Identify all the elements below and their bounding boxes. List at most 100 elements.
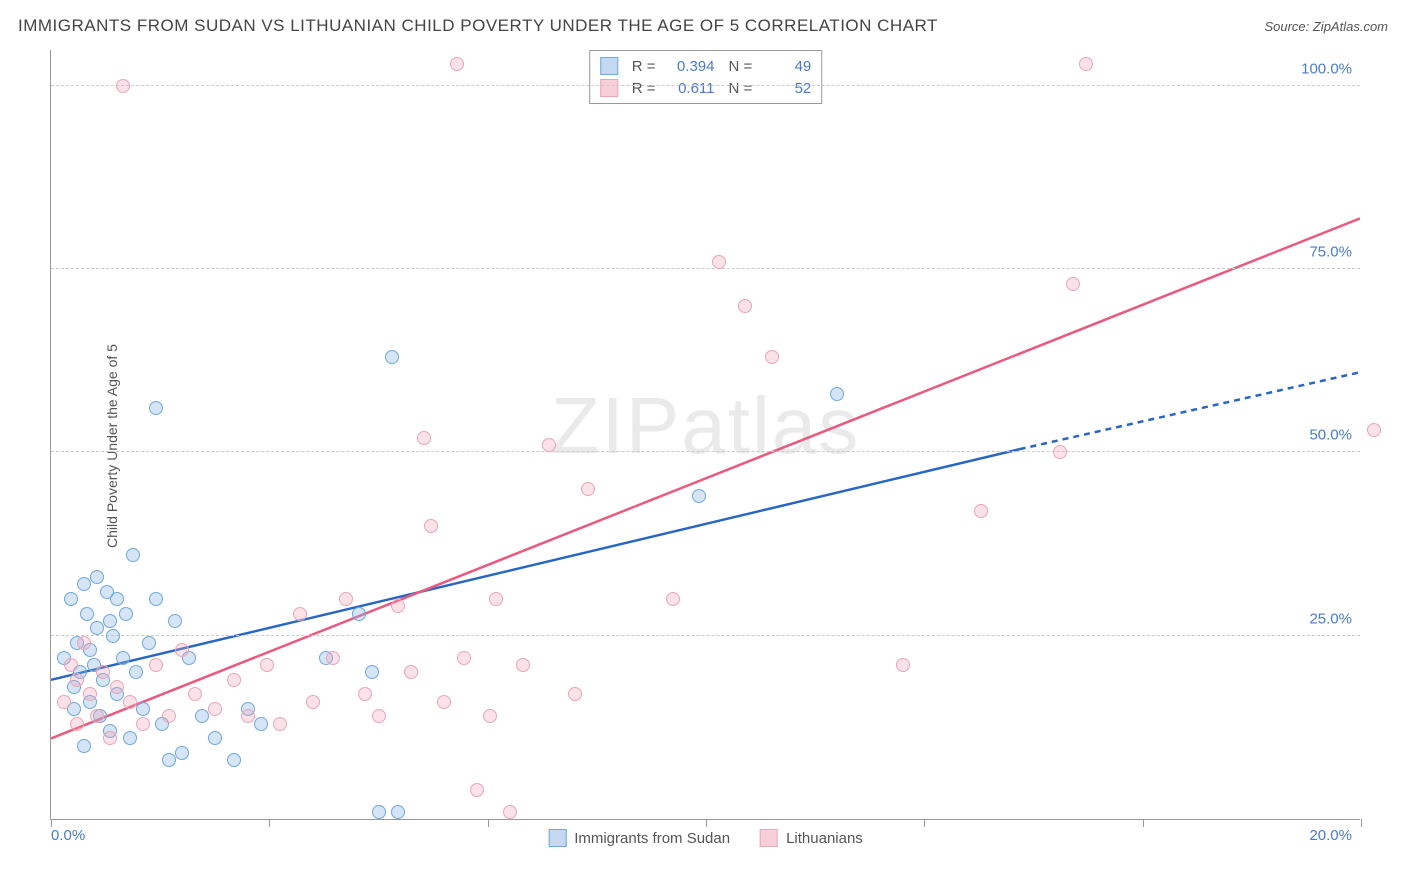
data-point <box>1367 423 1381 437</box>
chart-plot-area: ZIPatlas R = 0.394 N = 49 R = 0.611 N = … <box>50 50 1360 820</box>
legend-item-sudan: Immigrants from Sudan <box>548 829 730 847</box>
data-point <box>372 805 386 819</box>
x-tick <box>1361 819 1362 827</box>
correlation-legend: R = 0.394 N = 49 R = 0.611 N = 52 <box>589 50 823 104</box>
data-point <box>1079 57 1093 71</box>
data-point <box>227 753 241 767</box>
n-value-lith: 52 <box>766 80 811 97</box>
swatch-pink-icon <box>760 829 778 847</box>
data-point <box>293 607 307 621</box>
swatch-blue-icon <box>600 57 618 75</box>
data-point <box>365 665 379 679</box>
x-tick <box>706 819 707 827</box>
x-tick-label-max: 20.0% <box>1309 827 1352 844</box>
data-point <box>77 739 91 753</box>
data-point <box>273 717 287 731</box>
data-point <box>80 607 94 621</box>
x-tick-label-min: 0.0% <box>51 827 85 844</box>
data-point <box>830 387 844 401</box>
gridline <box>51 635 1360 636</box>
n-label: N = <box>729 58 753 75</box>
data-point <box>692 489 706 503</box>
data-point <box>391 599 405 613</box>
legend-item-lithuanian: Lithuanians <box>760 829 863 847</box>
source-label: Source: ZipAtlas.com <box>1264 19 1388 34</box>
legend-row-lithuanian: R = 0.611 N = 52 <box>600 77 812 99</box>
data-point <box>208 731 222 745</box>
data-point <box>64 592 78 606</box>
data-point <box>404 665 418 679</box>
chart-title: IMMIGRANTS FROM SUDAN VS LITHUANIAN CHIL… <box>18 16 938 36</box>
data-point <box>149 401 163 415</box>
data-point <box>175 643 189 657</box>
data-point <box>581 482 595 496</box>
data-point <box>339 592 353 606</box>
data-point <box>64 658 78 672</box>
data-point <box>666 592 680 606</box>
data-point <box>136 717 150 731</box>
data-point <box>142 636 156 650</box>
data-point <box>738 299 752 313</box>
data-point <box>503 805 517 819</box>
r-value-lith: 0.611 <box>670 80 715 97</box>
data-point <box>195 709 209 723</box>
data-point <box>175 746 189 760</box>
data-point <box>103 731 117 745</box>
data-point <box>437 695 451 709</box>
data-point <box>306 695 320 709</box>
data-point <box>1066 277 1080 291</box>
data-point <box>254 717 268 731</box>
data-point <box>90 621 104 635</box>
swatch-blue-icon <box>548 829 566 847</box>
data-point <box>90 570 104 584</box>
data-point <box>208 702 222 716</box>
data-point <box>896 658 910 672</box>
data-point <box>149 592 163 606</box>
data-point <box>168 614 182 628</box>
data-point <box>123 731 137 745</box>
data-point <box>126 548 140 562</box>
data-point <box>372 709 386 723</box>
data-point <box>110 680 124 694</box>
data-point <box>136 702 150 716</box>
r-label: R = <box>632 58 656 75</box>
data-point <box>162 753 176 767</box>
data-point <box>568 687 582 701</box>
data-point <box>450 57 464 71</box>
x-tick <box>1143 819 1144 827</box>
data-point <box>106 629 120 643</box>
data-point <box>77 636 91 650</box>
data-point <box>149 658 163 672</box>
data-point <box>358 687 372 701</box>
data-point <box>70 717 84 731</box>
data-point <box>119 607 133 621</box>
data-point <box>974 504 988 518</box>
data-point <box>57 695 71 709</box>
data-point <box>70 673 84 687</box>
x-tick <box>51 819 52 827</box>
data-point <box>424 519 438 533</box>
gridline <box>51 451 1360 452</box>
data-point <box>83 687 97 701</box>
data-point <box>352 607 366 621</box>
series-legend: Immigrants from Sudan Lithuanians <box>548 829 863 847</box>
data-point <box>90 709 104 723</box>
data-point <box>129 665 143 679</box>
legend-label-sudan: Immigrants from Sudan <box>574 830 730 847</box>
data-point <box>489 592 503 606</box>
swatch-pink-icon <box>600 79 618 97</box>
gridline <box>51 268 1360 269</box>
data-point <box>77 577 91 591</box>
gridline <box>51 85 1360 86</box>
data-point <box>417 431 431 445</box>
data-point <box>391 805 405 819</box>
data-point <box>516 658 530 672</box>
n-value-sudan: 49 <box>766 58 811 75</box>
data-point <box>123 695 137 709</box>
data-point <box>96 665 110 679</box>
data-point <box>116 651 130 665</box>
data-point <box>110 592 124 606</box>
r-label: R = <box>632 80 656 97</box>
legend-label-lith: Lithuanians <box>786 830 863 847</box>
data-point <box>188 687 202 701</box>
